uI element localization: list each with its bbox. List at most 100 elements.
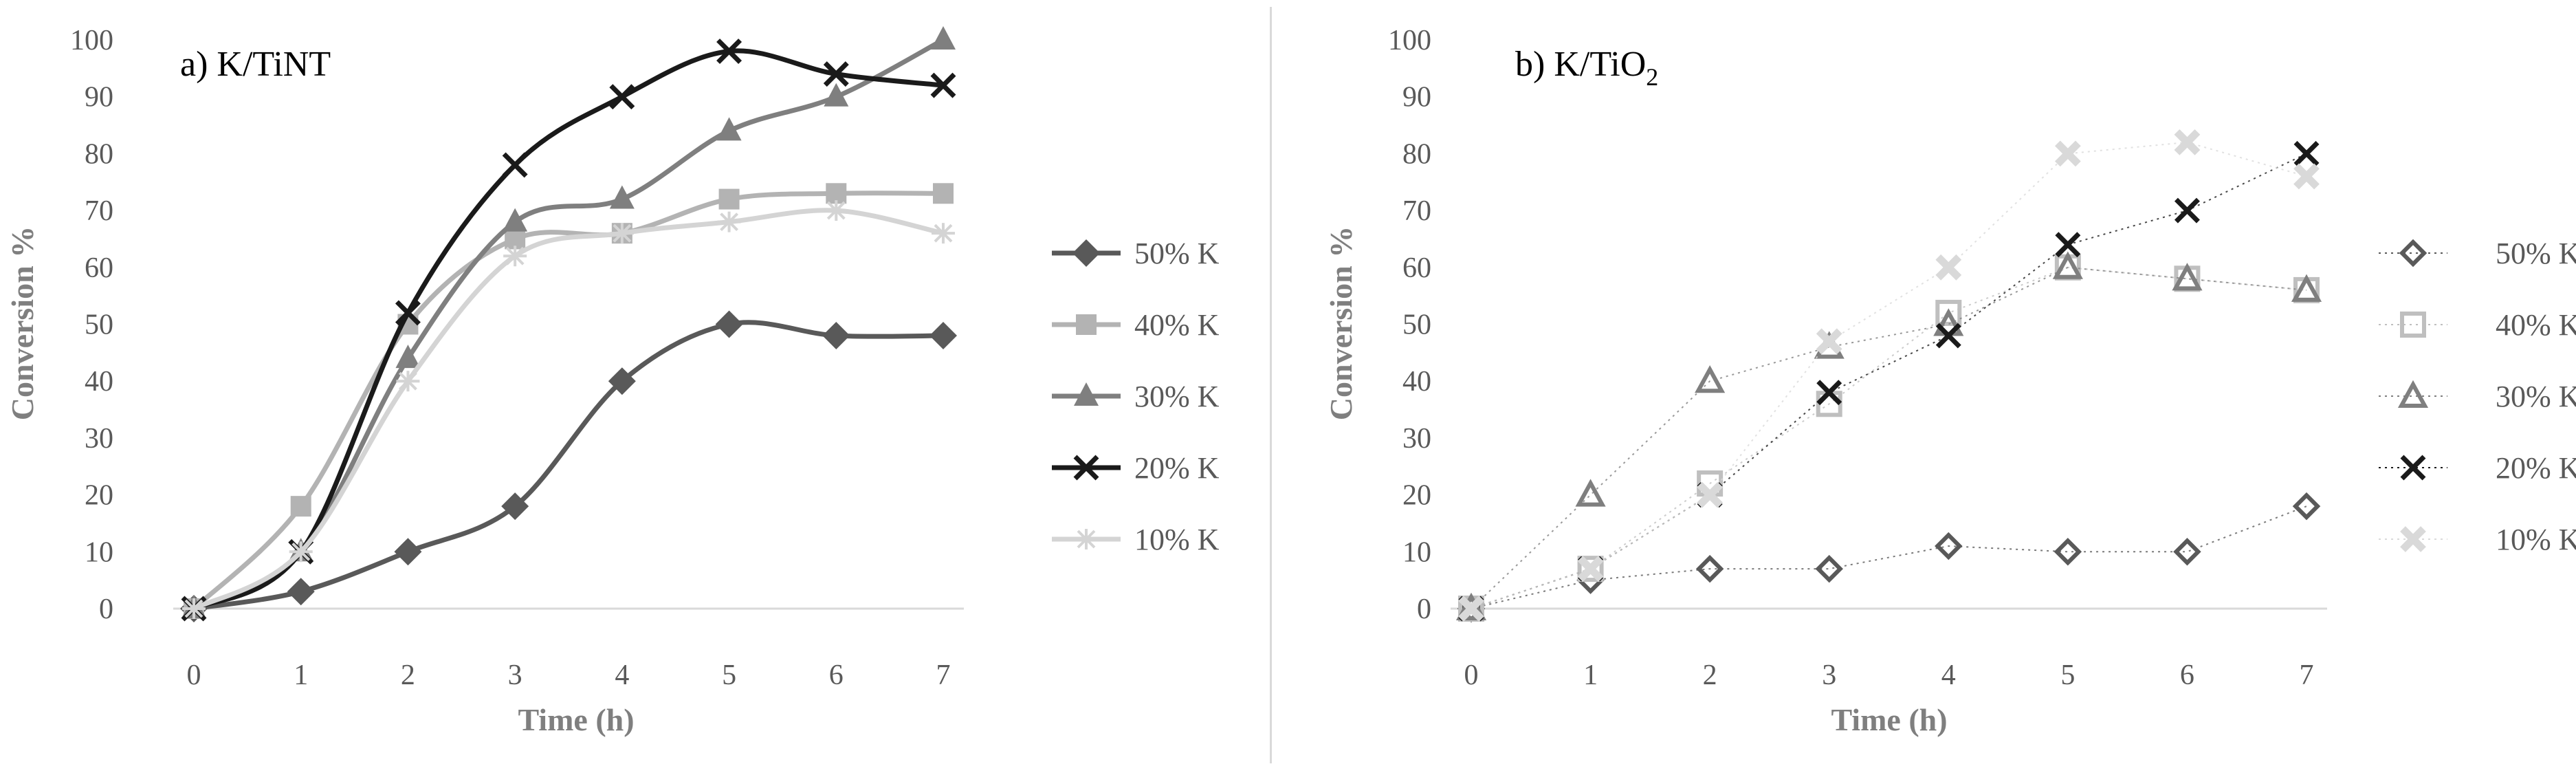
y-tick-label: 60 (85, 252, 113, 284)
diamond-open-marker (2054, 538, 2082, 566)
x-marker-stroke (2400, 526, 2426, 552)
x-marker-stroke (1577, 556, 1604, 582)
square-open-marker (1935, 299, 1962, 326)
data-point (2054, 538, 2082, 566)
series-line (192, 48, 944, 611)
legend-label: 20% K (1134, 451, 1220, 485)
square-marker (933, 183, 954, 204)
chart-panel-a: 0 10 20 30 40 50 60 70 80 90 100 0 1 2 3 4 5 6 7 Time (h) Co… (5, 25, 1220, 737)
diamond-marker (1072, 239, 1100, 267)
square-marker (718, 188, 740, 210)
legend-marker (1074, 382, 1099, 406)
x-tick-label: 2 (401, 660, 415, 691)
data-point (1935, 299, 1962, 326)
legend-label: 40% K (2496, 308, 2576, 342)
legend-marker (1076, 314, 1097, 335)
triangle-open-marker (1575, 479, 1606, 507)
y-tick-label: 60 (1402, 252, 1431, 284)
data-point (608, 367, 636, 395)
data-point (2293, 140, 2320, 166)
y-axis-label: Conversion % (5, 226, 40, 420)
triangle-marker (1074, 382, 1099, 406)
diamond-open-marker (1935, 532, 1963, 560)
legend-label: 30% K (2496, 380, 2576, 413)
diamond-open-marker (2173, 538, 2201, 566)
data-point (501, 492, 529, 521)
legend-label: 20% K (2496, 451, 2576, 485)
triangle-open-marker (2397, 380, 2429, 408)
diamond-marker (929, 322, 957, 350)
y-tick-label: 20 (1402, 480, 1431, 512)
x-marker-stroke (395, 300, 421, 326)
y-tick-label: 40 (85, 366, 113, 398)
y-tick-label: 100 (70, 25, 113, 56)
series-line (192, 208, 944, 611)
x-marker-stroke (2400, 455, 2426, 481)
x-marker-stroke (2293, 163, 2320, 190)
series-trendline (1471, 505, 2307, 609)
y-tick-label: 30 (1402, 423, 1431, 455)
data-point (2172, 263, 2203, 291)
y-tick-label: 10 (1402, 536, 1431, 568)
legend-label: 10% K (1134, 523, 1220, 556)
data-point (931, 26, 956, 50)
y-tick-label: 100 (1388, 25, 1431, 56)
x-tick-label: 2 (1703, 660, 1717, 691)
x-tick-label: 1 (294, 660, 308, 691)
data-point (716, 39, 742, 65)
data-point (1935, 323, 1961, 349)
data-point (933, 183, 954, 204)
y-axis-label: Conversion % (1323, 226, 1358, 420)
y-tick-label: 30 (85, 423, 113, 455)
data-point (1575, 479, 1606, 507)
x-tick-label: 7 (2300, 660, 2314, 691)
x-marker-stroke (2293, 140, 2320, 166)
triangle-marker (824, 83, 849, 107)
legend-marker (2397, 380, 2429, 408)
x-axis-label: Time (h) (518, 702, 634, 737)
x-axis-label: Time (h) (1831, 702, 1947, 737)
y-tick-label: 50 (85, 309, 113, 341)
series-trendline (1471, 266, 2307, 609)
panel-title-subscript: 2 (1646, 63, 1658, 91)
data-point (1695, 554, 1724, 583)
x-tick-label: 3 (1822, 660, 1836, 691)
series-30-k-group (181, 26, 956, 618)
data-point (2293, 163, 2320, 190)
legend-marker (2400, 312, 2426, 338)
data-point (2054, 140, 2081, 167)
data-point (1935, 532, 1963, 560)
legend-label: 10% K (2496, 523, 2576, 556)
legend-marker (1075, 529, 1098, 549)
x-marker-stroke (1816, 328, 1842, 355)
x-tick-label: 4 (615, 660, 629, 691)
data-point (2055, 232, 2081, 258)
legend-label: 40% K (1134, 308, 1220, 342)
y-tick-label: 0 (99, 594, 113, 625)
series-50-k-group (1457, 492, 2321, 623)
x-marker-stroke (2174, 197, 2200, 224)
chart-panel-b: 0 10 20 30 40 50 60 70 80 90 100 0 1 2 3 4 5 6 7 Time (h) Co… (1323, 25, 2576, 737)
x-tick-label: 4 (1941, 660, 1956, 691)
diamond-marker (287, 578, 315, 606)
x-tick-label: 5 (2060, 660, 2075, 691)
data-point (1577, 556, 1604, 583)
data-point (2173, 538, 2201, 566)
legend-label: 50% K (1134, 237, 1220, 270)
data-point (824, 83, 849, 107)
triangle-marker (609, 185, 635, 209)
panel-title: a) K/TiNT (180, 45, 331, 84)
data-point (502, 152, 528, 178)
x-marker-stroke (2174, 129, 2201, 155)
y-tick-label: 50 (1402, 309, 1431, 341)
y-tick-label: 80 (85, 138, 113, 170)
legend-marker (1072, 239, 1100, 267)
x-tick-label: 3 (508, 660, 522, 691)
x-marker-stroke (716, 39, 742, 65)
data-point (716, 117, 742, 141)
diamond-open-marker (1815, 554, 1843, 583)
x-marker-stroke (2054, 140, 2081, 167)
x-marker-stroke (1816, 380, 1842, 406)
data-point (2291, 274, 2322, 302)
